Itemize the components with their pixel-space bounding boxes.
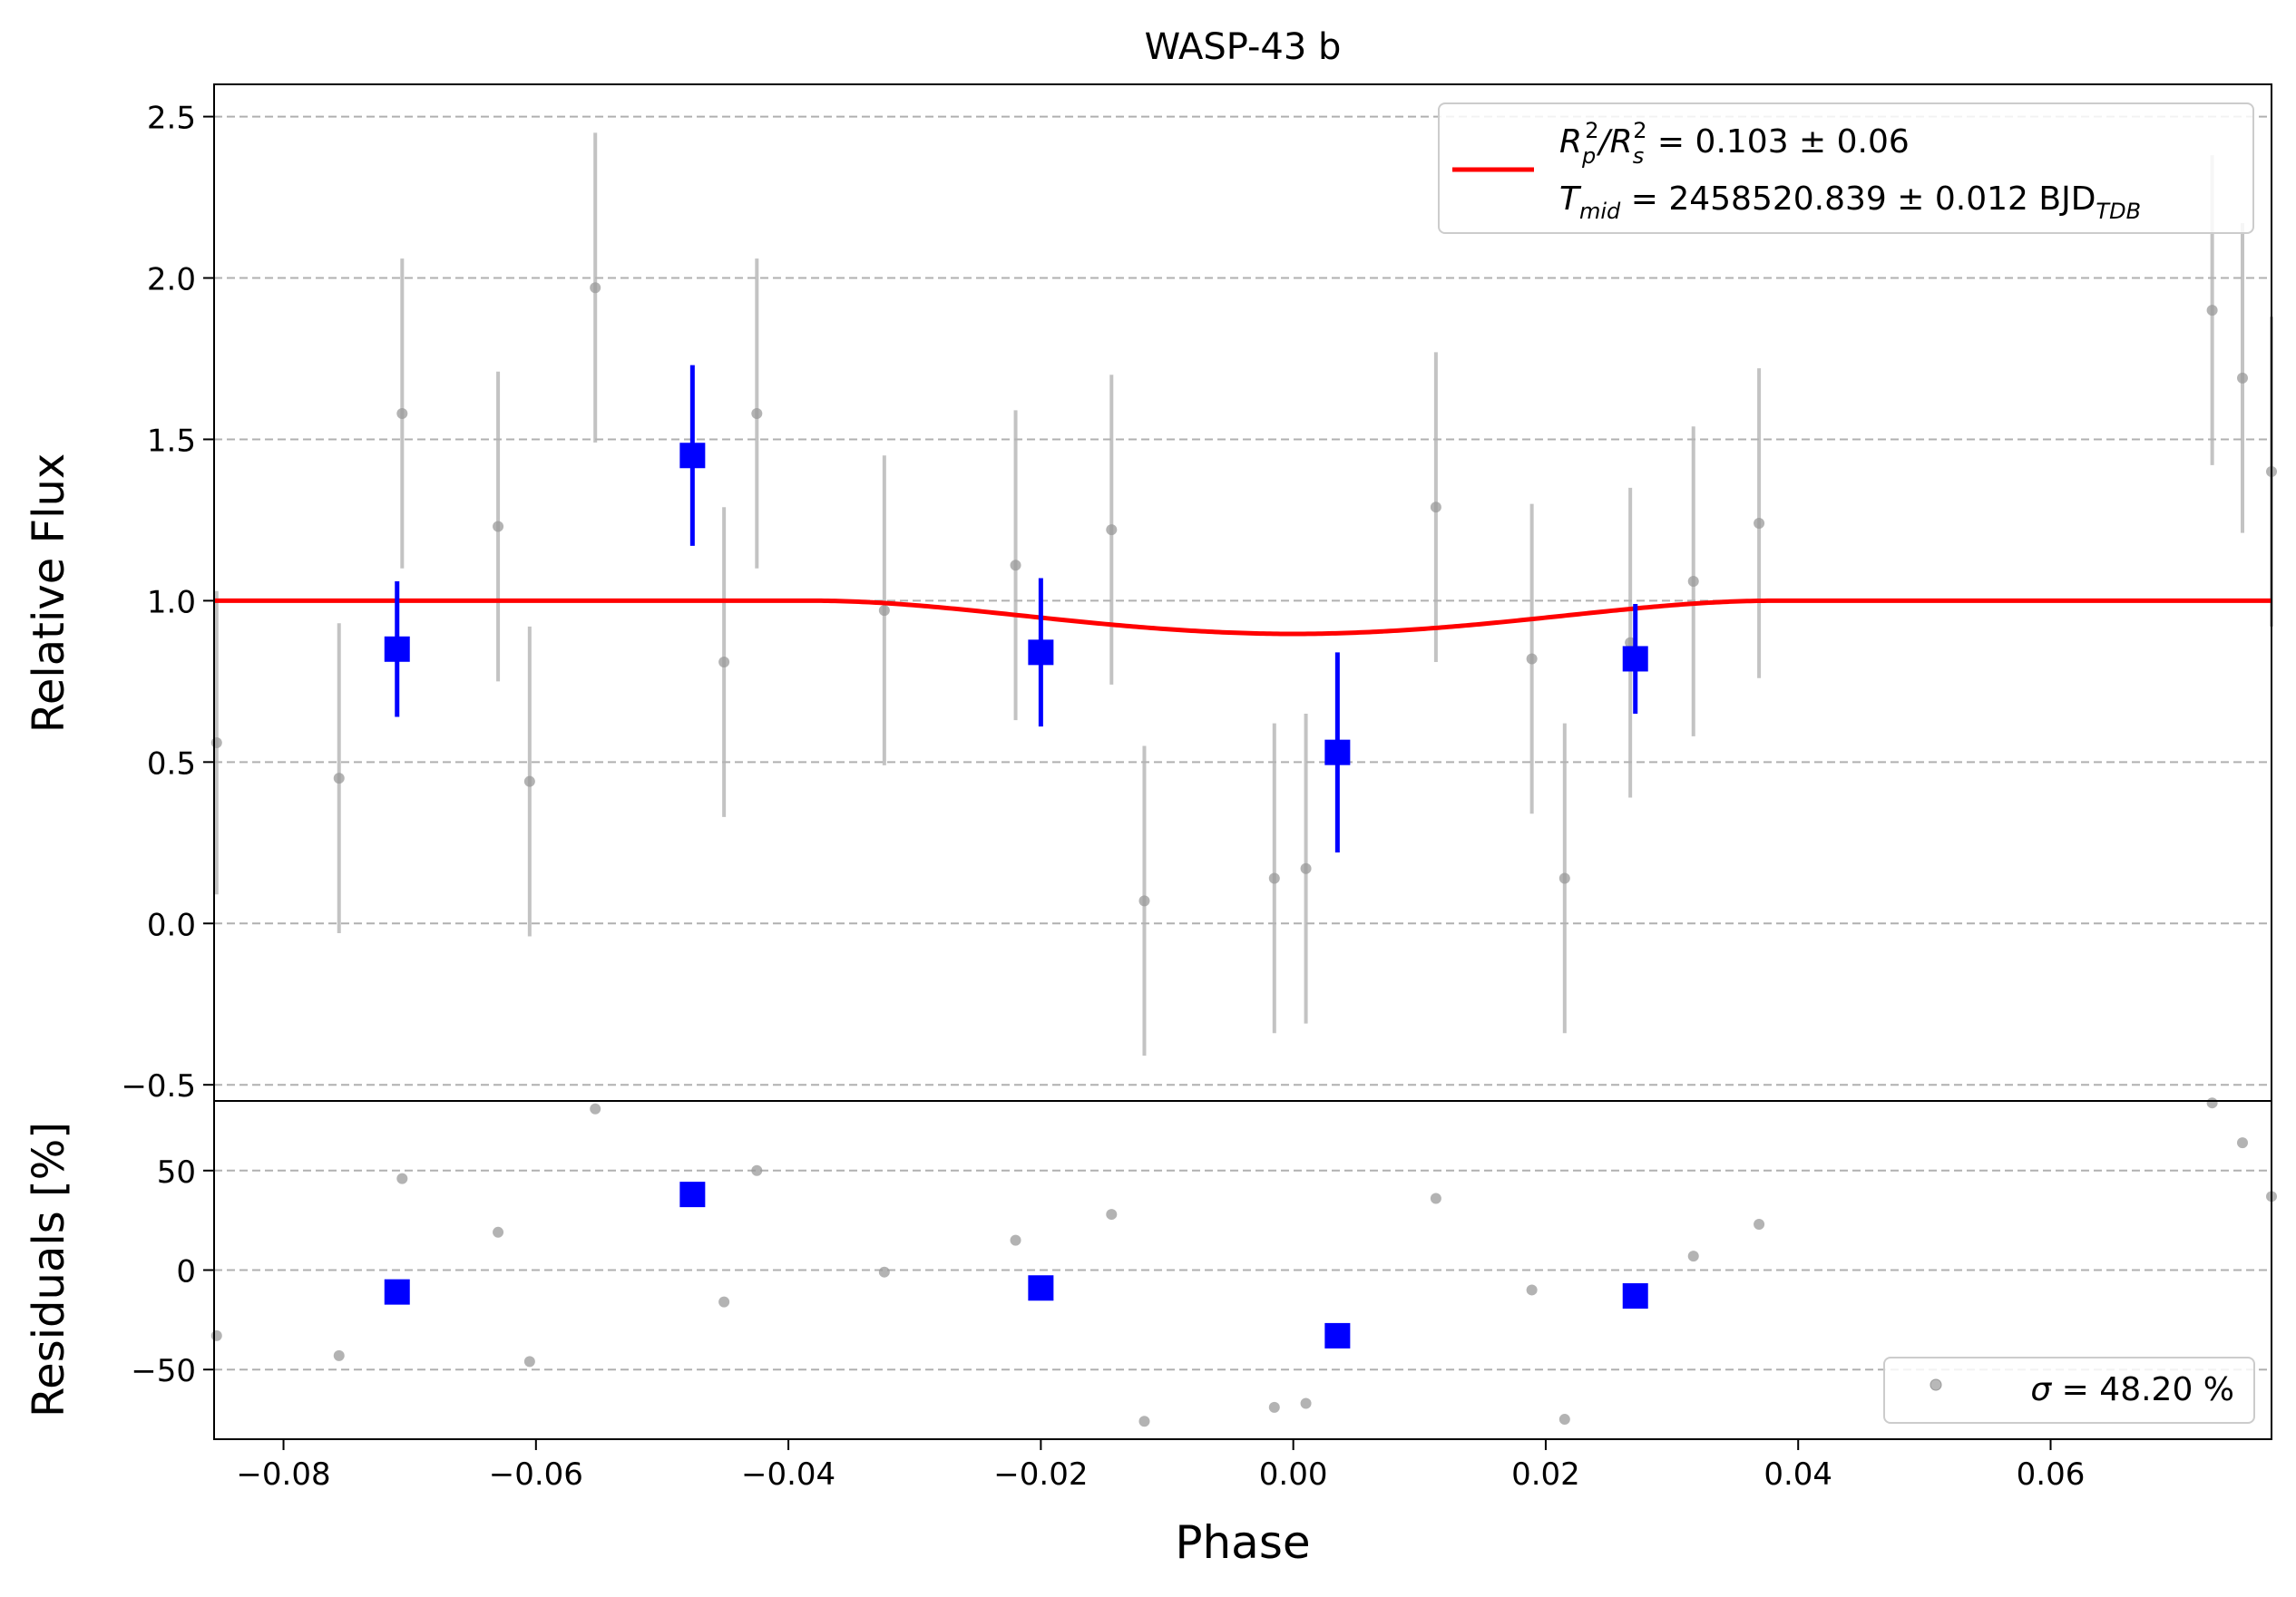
raw-point	[1138, 895, 1150, 907]
residual-raw-point	[1526, 1284, 1538, 1296]
x-tick-label: −0.06	[489, 1456, 583, 1493]
transit-model-curve	[214, 598, 2272, 637]
residual-y-tick-label: −50	[131, 1353, 196, 1389]
residual-raw-point	[1430, 1193, 1441, 1204]
residual-y-axis-ticks: −50 0 50	[131, 1154, 214, 1389]
residual-raw-point	[751, 1164, 763, 1176]
residual-raw-point	[333, 1349, 345, 1361]
residual-raw-point	[1558, 1414, 1570, 1426]
residual-raw-point	[493, 1226, 504, 1238]
raw-point	[1526, 653, 1538, 665]
raw-point	[2236, 372, 2248, 384]
raw-point	[1558, 872, 1570, 884]
main-y-axis-label: Relative Flux	[24, 453, 74, 734]
legend-mid-transit-text: Tmid = 2458520.839 ± 0.012 BJDTDB	[1559, 180, 2141, 224]
x-tick-label: 0.00	[1259, 1456, 1328, 1493]
residual-y-tick-label: 0	[176, 1254, 196, 1290]
residual-raw-point	[523, 1356, 535, 1368]
main-binned-points	[384, 365, 1648, 852]
binned-point	[1028, 639, 1054, 666]
residual-raw-point	[1754, 1219, 1765, 1231]
residual-y-axis-label: Residuals [%]	[24, 1122, 74, 1417]
x-tick-label: 0.06	[2017, 1456, 2086, 1493]
legend-radius-ratio-text: Rp2/Rs2 = 0.103 ± 0.06	[1559, 118, 1910, 169]
main-legend-box	[1438, 102, 2254, 234]
residual-raw-point	[2236, 1137, 2248, 1149]
x-tick-label: 0.02	[1511, 1456, 1580, 1493]
residual-raw-point	[590, 1103, 601, 1115]
legend-residual-sigma-text: σ = 48.20 %	[2030, 1371, 2234, 1408]
raw-point	[1754, 517, 1765, 529]
raw-point	[1268, 872, 1280, 884]
x-axis-ticks: −0.08 −0.06 −0.04 −0.02 0.00 0.02 0.04 0.06	[236, 1439, 2085, 1493]
residual-raw-point	[1138, 1416, 1150, 1427]
binned-point	[679, 443, 706, 469]
residual-gridlines	[214, 1169, 2272, 1371]
binned-point	[1324, 739, 1351, 765]
raw-point	[493, 521, 504, 532]
residual-raw-point	[210, 1329, 222, 1341]
raw-point	[751, 407, 763, 419]
main-y-tick-label: −0.5	[121, 1068, 196, 1105]
residual-binned-point	[1622, 1283, 1648, 1310]
residual-raw-point	[1687, 1251, 1699, 1262]
residual-raw-point	[396, 1173, 408, 1184]
raw-point	[1300, 862, 1312, 874]
main-plot-frame	[213, 83, 2272, 1102]
x-tick-label: −0.04	[741, 1456, 835, 1493]
raw-point	[718, 657, 730, 668]
residual-binned-points	[384, 1182, 1648, 1349]
raw-point	[1010, 560, 1021, 571]
raw-point	[2206, 305, 2218, 316]
residual-raw-point	[1268, 1401, 1280, 1413]
transit-model-line	[214, 598, 2272, 637]
x-tick-label: −0.08	[236, 1456, 330, 1493]
residual-legend-box	[1883, 1357, 2255, 1424]
main-y-tick-label: 2.5	[147, 101, 196, 137]
residual-binned-point	[1324, 1322, 1351, 1349]
main-raw-points	[210, 132, 2277, 1057]
main-y-tick-label: 0.5	[147, 745, 196, 782]
raw-point	[1625, 637, 1637, 648]
residual-raw-point	[1106, 1209, 1118, 1221]
raw-point	[210, 736, 222, 748]
chart-title: WASP-43 b	[1145, 26, 1342, 68]
residual-legend: σ = 48.20 %	[1883, 1357, 2255, 1424]
raw-point	[1687, 576, 1699, 588]
main-y-tick-label: 2.0	[147, 262, 196, 298]
raw-point	[523, 775, 535, 787]
residual-raw-point	[718, 1296, 730, 1308]
raw-point	[878, 605, 890, 617]
x-tick-label: −0.02	[993, 1456, 1088, 1493]
raw-point	[590, 282, 601, 294]
raw-point	[396, 407, 408, 419]
residual-y-tick-label: 50	[157, 1154, 196, 1191]
x-tick-label: 0.04	[1764, 1456, 1832, 1493]
residual-raw-point	[2206, 1097, 2218, 1109]
raw-point	[333, 773, 345, 784]
main-y-tick-label: 1.0	[147, 584, 196, 620]
main-y-tick-label: 0.0	[147, 907, 196, 943]
legend-residual-marker	[1930, 1378, 1942, 1391]
main-y-tick-label: 1.5	[147, 423, 196, 459]
residual-raw-point	[1010, 1234, 1021, 1246]
raw-point	[1106, 524, 1118, 536]
main-y-axis-ticks: −0.5 0.0 0.5 1.0 1.5 2.0 2.5	[121, 101, 214, 1105]
residual-binned-point	[1028, 1275, 1054, 1301]
residual-binned-point	[384, 1279, 410, 1305]
x-axis-label: Phase	[1175, 1516, 1310, 1569]
residual-raw-point	[878, 1266, 890, 1278]
residual-binned-point	[679, 1182, 706, 1208]
residual-raw-point	[1300, 1397, 1312, 1409]
raw-point	[1430, 501, 1441, 513]
main-legend: Rp2/Rs2 = 0.103 ± 0.06 Tmid = 2458520.83…	[1438, 102, 2254, 234]
binned-point	[384, 636, 410, 662]
binned-point	[1622, 646, 1648, 672]
